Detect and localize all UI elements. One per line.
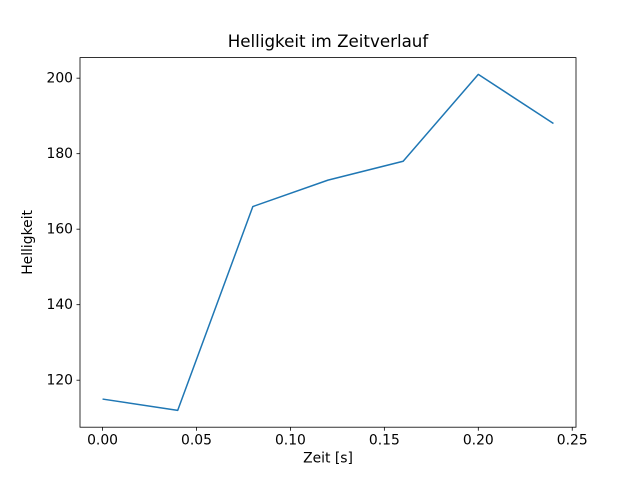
chart-title: Helligkeit im Zeitverlauf [228,31,430,51]
y-tick-label: 140 [46,297,73,313]
x-tick-label: 0.15 [369,433,400,449]
y-tick-label: 120 [46,373,73,389]
x-tick-label: 0.05 [181,433,212,449]
x-tick-label: 0.25 [557,433,588,449]
x-tick-label: 0.20 [463,433,494,449]
y-tick-label: 180 [46,146,73,162]
axes-spines [79,57,577,428]
y-axis-ticks: 120 140 160 180 200 [46,71,80,389]
x-axis-ticks: 0.00 0.05 0.10 0.15 0.20 0.25 [87,427,588,449]
x-axis-label: Zeit [s] [303,451,353,467]
x-tick-label: 0.00 [87,433,118,449]
y-tick-label: 160 [46,222,73,238]
y-tick-label: 200 [46,71,73,87]
y-axis-label: Helligkeit [20,209,36,274]
brightness-line [102,73,554,412]
x-tick-label: 0.10 [275,433,306,449]
